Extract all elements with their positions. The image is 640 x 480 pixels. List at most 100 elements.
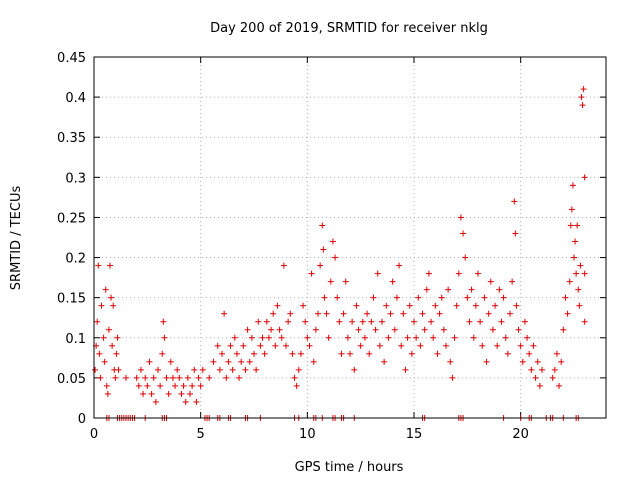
y-tick-label: 0 xyxy=(78,412,86,427)
data-point xyxy=(524,334,531,341)
data-point xyxy=(481,294,488,301)
data-point xyxy=(438,294,445,301)
data-point xyxy=(504,350,511,357)
data-point xyxy=(233,350,240,357)
data-point xyxy=(338,350,345,357)
data-point xyxy=(457,214,464,221)
data-point xyxy=(364,310,371,317)
data-point xyxy=(536,382,543,389)
data-point xyxy=(334,294,341,301)
data-point xyxy=(569,182,576,189)
y-tick-label: 0.3 xyxy=(65,171,86,186)
data-point xyxy=(507,310,513,317)
data-point xyxy=(102,286,109,293)
data-point xyxy=(578,94,585,101)
data-point xyxy=(496,286,503,293)
data-point xyxy=(574,222,581,229)
data-point xyxy=(406,302,413,309)
data-point xyxy=(268,326,275,333)
data-point xyxy=(159,350,166,357)
data-point xyxy=(108,294,115,301)
data-point xyxy=(214,342,221,349)
data-point xyxy=(468,286,475,293)
data-point xyxy=(428,318,435,325)
data-point xyxy=(197,382,204,389)
data-point xyxy=(512,230,519,237)
data-point xyxy=(187,390,193,397)
data-point xyxy=(485,310,492,317)
data-point xyxy=(379,318,385,325)
x-axis-label: GPS time / hours xyxy=(295,460,404,475)
data-point xyxy=(532,374,539,381)
data-point xyxy=(248,334,255,341)
data-point xyxy=(109,342,116,349)
data-point xyxy=(519,358,526,365)
x-tick-label: 0 xyxy=(90,427,98,442)
data-point xyxy=(96,350,103,357)
data-point xyxy=(105,326,112,333)
data-point xyxy=(443,342,449,349)
data-point xyxy=(581,270,588,277)
data-point xyxy=(251,350,257,357)
data-point xyxy=(94,318,101,325)
data-point xyxy=(274,302,281,309)
data-point xyxy=(558,358,565,365)
data-point xyxy=(417,342,424,349)
data-point xyxy=(113,350,120,357)
data-point xyxy=(351,366,358,373)
data-point xyxy=(500,294,507,301)
data-point xyxy=(161,334,168,341)
data-point xyxy=(421,326,428,333)
data-points xyxy=(92,86,588,421)
data-point xyxy=(195,374,202,381)
data-point xyxy=(180,382,187,389)
data-point xyxy=(521,318,528,325)
data-point xyxy=(140,390,147,397)
data-point xyxy=(115,366,122,373)
data-point xyxy=(133,374,140,381)
data-point xyxy=(487,278,494,285)
data-point xyxy=(223,374,230,381)
data-point xyxy=(470,334,477,341)
data-point xyxy=(246,358,253,365)
y-tick-label: 0.1 xyxy=(65,332,86,347)
data-point xyxy=(283,342,289,349)
data-point xyxy=(423,286,430,293)
data-point xyxy=(347,350,353,357)
data-point xyxy=(383,302,390,309)
data-point xyxy=(353,302,360,309)
data-point xyxy=(287,310,294,317)
data-point xyxy=(270,310,277,317)
data-point xyxy=(327,278,334,285)
data-point xyxy=(221,310,228,317)
data-point xyxy=(374,270,381,277)
data-point xyxy=(440,326,447,333)
data-point xyxy=(272,342,279,349)
data-point xyxy=(391,326,398,333)
data-point xyxy=(135,382,142,389)
data-point xyxy=(402,366,409,373)
data-point xyxy=(317,262,324,269)
data-point xyxy=(300,302,307,309)
data-point xyxy=(174,366,181,373)
data-point xyxy=(148,390,155,397)
data-point xyxy=(123,374,129,381)
data-point xyxy=(92,366,99,373)
data-point xyxy=(462,254,469,261)
data-point xyxy=(549,374,556,381)
data-point xyxy=(577,262,584,269)
data-point xyxy=(573,270,580,277)
data-point xyxy=(340,310,347,317)
y-tick-label: 0.4 xyxy=(65,91,86,106)
data-point xyxy=(265,334,272,341)
data-point xyxy=(425,270,432,277)
data-point xyxy=(231,334,238,341)
data-point xyxy=(564,310,571,317)
data-point xyxy=(308,270,315,277)
data-point xyxy=(489,326,496,333)
data-point xyxy=(355,326,362,333)
data-point xyxy=(114,334,121,341)
data-point xyxy=(150,374,157,381)
data-point xyxy=(372,326,379,333)
data-point xyxy=(285,318,292,325)
